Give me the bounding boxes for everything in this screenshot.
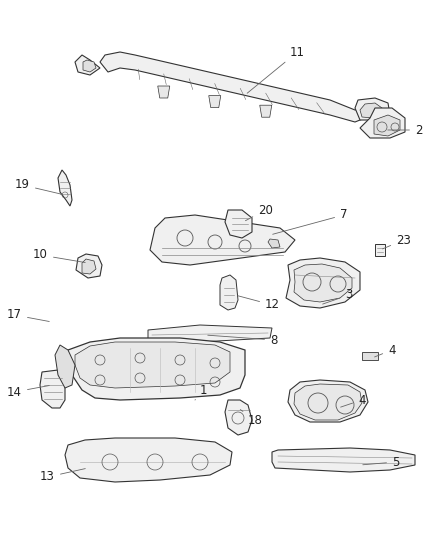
Polygon shape	[82, 259, 96, 274]
Text: 19: 19	[15, 179, 62, 195]
Polygon shape	[272, 448, 415, 472]
Text: 12: 12	[238, 296, 280, 311]
Polygon shape	[225, 210, 252, 238]
Polygon shape	[268, 239, 280, 248]
Polygon shape	[360, 108, 405, 138]
Polygon shape	[55, 345, 75, 388]
Polygon shape	[260, 105, 272, 117]
Polygon shape	[294, 384, 362, 420]
Polygon shape	[148, 325, 272, 342]
Text: 4: 4	[341, 393, 365, 407]
Text: 1: 1	[195, 384, 208, 400]
Text: 2: 2	[388, 124, 423, 136]
Text: 14: 14	[7, 385, 49, 399]
Polygon shape	[75, 342, 230, 388]
Text: 4: 4	[374, 343, 396, 357]
Polygon shape	[220, 275, 238, 310]
Polygon shape	[374, 115, 400, 136]
Polygon shape	[100, 52, 370, 122]
Polygon shape	[83, 60, 96, 72]
Text: 8: 8	[208, 334, 277, 346]
Polygon shape	[68, 338, 245, 400]
Text: 11: 11	[247, 45, 305, 93]
Text: 10: 10	[33, 248, 85, 263]
Polygon shape	[65, 438, 232, 482]
Text: 3: 3	[323, 288, 353, 304]
Polygon shape	[362, 352, 378, 360]
Text: 20: 20	[245, 204, 273, 221]
Polygon shape	[286, 258, 360, 308]
Polygon shape	[209, 95, 221, 108]
Text: 17: 17	[7, 309, 49, 321]
Text: 23: 23	[382, 233, 411, 249]
Polygon shape	[294, 264, 352, 302]
Polygon shape	[150, 215, 295, 265]
Text: 18: 18	[240, 409, 263, 426]
Text: 5: 5	[363, 456, 399, 469]
Polygon shape	[360, 103, 382, 118]
Polygon shape	[76, 254, 102, 278]
Polygon shape	[355, 98, 390, 120]
Polygon shape	[225, 400, 252, 435]
Polygon shape	[58, 170, 72, 206]
Text: 7: 7	[273, 208, 347, 235]
Polygon shape	[40, 370, 65, 408]
Polygon shape	[75, 55, 100, 75]
Polygon shape	[158, 86, 170, 98]
Polygon shape	[375, 244, 385, 256]
Text: 13: 13	[40, 469, 85, 483]
Polygon shape	[288, 380, 368, 422]
